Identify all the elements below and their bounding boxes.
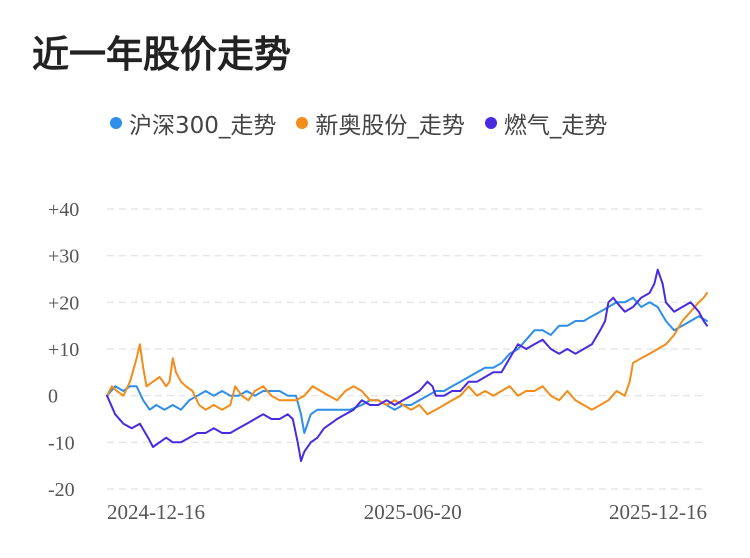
legend-marker-hs300 bbox=[110, 117, 122, 129]
series-line-hs300 bbox=[106, 296, 708, 434]
x-tick-label: 2024-12-16 bbox=[107, 500, 205, 524]
y-tick-label: -20 bbox=[48, 479, 75, 501]
legend-item-ranqi[interactable]: 燃气_走势 bbox=[484, 106, 608, 140]
y-tick-label: +40 bbox=[48, 199, 79, 221]
x-tick-label: 2025-12-16 bbox=[609, 500, 707, 524]
legend-marker-xinao bbox=[296, 117, 309, 129]
chart-title: 近一年股价走势 bbox=[32, 33, 291, 76]
legend-label-hs300: 沪深300_走势 bbox=[129, 113, 277, 139]
y-tick-label: +30 bbox=[48, 246, 79, 268]
legend-marker-ranqi bbox=[484, 117, 497, 129]
y-tick-label: 0 bbox=[48, 386, 58, 408]
legend-item-hs300[interactable]: 沪深300_走势 bbox=[110, 106, 276, 140]
x-tick-label: 2025-06-20 bbox=[364, 500, 462, 524]
series-line-ranqi bbox=[106, 268, 708, 462]
y-tick-label: -10 bbox=[48, 432, 75, 454]
y-tick-label: +10 bbox=[48, 339, 79, 361]
legend-label-ranqi: 燃气_走势 bbox=[503, 113, 608, 139]
chart-legend: 沪深300_走势 新奥股份_走势 燃气_走势 bbox=[110, 106, 627, 140]
y-tick-label: +20 bbox=[48, 292, 79, 314]
legend-label-xinao: 新奥股份_走势 bbox=[315, 113, 465, 139]
legend-item-xinao[interactable]: 新奥股份_走势 bbox=[296, 106, 465, 140]
